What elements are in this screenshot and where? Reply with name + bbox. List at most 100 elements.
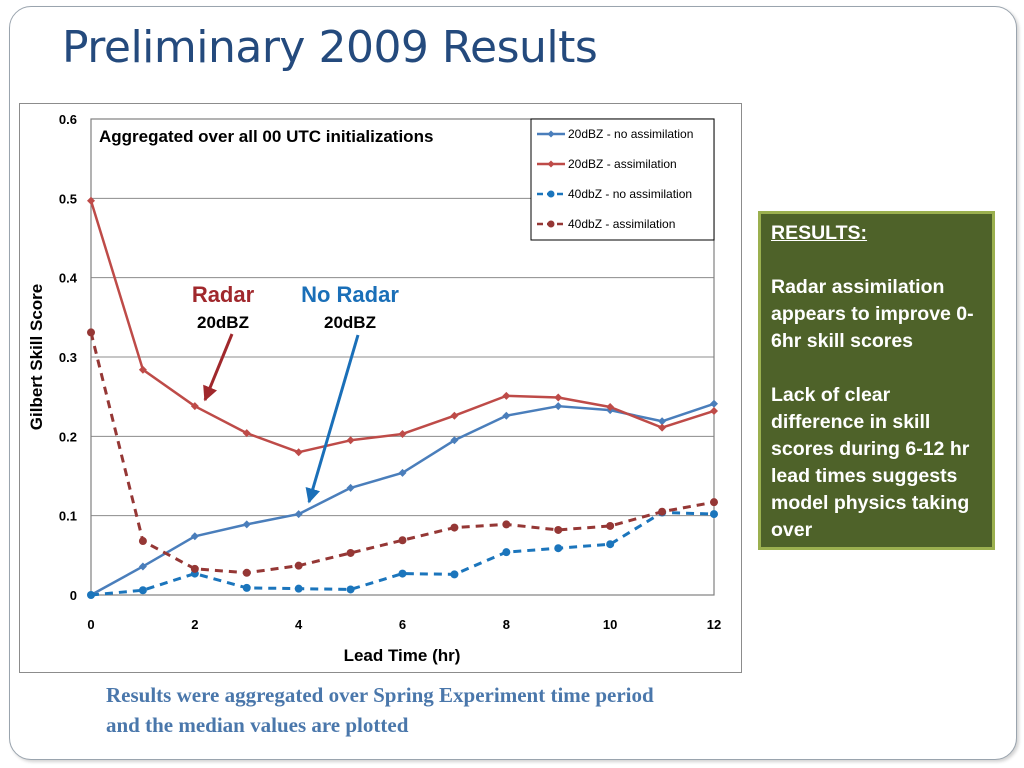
legend-entry: 40dbZ - assimilation (537, 217, 675, 231)
data-point (242, 583, 251, 592)
legend-box (530, 118, 715, 241)
data-point (138, 365, 147, 374)
x-tick-label: 6 (399, 617, 406, 632)
data-point (87, 196, 95, 205)
data-point (294, 448, 303, 457)
legend: 20dBZ - no assimilation 20dBZ - assimilat… (530, 118, 715, 241)
annotation-no-radar: No Radar 20dBZ (301, 282, 399, 504)
data-point (450, 411, 459, 420)
y-tick-label: 0.4 (59, 271, 78, 286)
x-tick-label: 2 (191, 617, 198, 632)
data-point (658, 417, 667, 426)
data-point (606, 540, 615, 549)
no-radar-arrow (305, 334, 360, 504)
legend-entry: 40dbZ - no assimilation (537, 187, 692, 201)
data-point (87, 328, 95, 337)
data-point (710, 399, 718, 408)
legend-label: 40dbZ - no assimilation (568, 187, 692, 201)
y-tick-label: 0.2 (59, 429, 77, 444)
slide-caption: Results were aggregated over Spring Expe… (106, 683, 654, 737)
results-paragraph: Lack of clear difference in skill scores… (771, 384, 970, 541)
legend-label: 20dBZ - no assimilation (568, 127, 693, 141)
data-point (450, 570, 459, 579)
radar-label: Radar (192, 282, 255, 307)
data-point (710, 510, 718, 519)
y-tick-label: 0.3 (59, 350, 77, 365)
x-tick-label: 12 (707, 617, 721, 632)
data-point (190, 402, 199, 411)
data-point (606, 521, 615, 530)
radar-sub-label: 20dBZ (197, 313, 249, 332)
x-tick-label: 8 (503, 617, 510, 632)
plot-area-border (90, 118, 715, 596)
y-tick-label: 0.6 (59, 112, 77, 127)
series-4 (87, 328, 718, 577)
data-point (242, 429, 251, 438)
x-tick-label: 0 (87, 617, 94, 632)
legend-marker (547, 160, 555, 168)
data-point (710, 406, 718, 415)
data-point (710, 498, 718, 507)
results-paragraph: Radar assimilation appears to improve 0-… (771, 276, 974, 352)
data-point (138, 537, 147, 546)
data-point (658, 423, 667, 432)
y-tick-label: 0.5 (59, 191, 77, 206)
data-point (554, 525, 563, 534)
x-axis-label: Lead Time (hr) (344, 646, 461, 665)
legend-marker (547, 220, 555, 228)
legend-marker (547, 130, 555, 138)
series-line (90, 510, 715, 597)
series-3 (87, 508, 718, 599)
data-point (242, 520, 251, 529)
y-tick-label: 0.1 (59, 509, 77, 524)
data-point (554, 544, 563, 553)
data-point (554, 402, 563, 411)
data-point (190, 532, 199, 541)
x-tick-label: 4 (295, 617, 303, 632)
legend-entry: 20dBZ - no assimilation (537, 127, 693, 141)
data-point (346, 436, 355, 445)
data-point (346, 483, 355, 492)
x-tick-label: 10 (603, 617, 617, 632)
data-point (398, 569, 407, 578)
data-point (190, 564, 199, 573)
chart-title: Aggregated over all 00 UTC initializatio… (99, 127, 433, 146)
data-point (346, 548, 355, 557)
radar-arrow (203, 333, 234, 402)
data-point (87, 591, 95, 599)
no-radar-sub-label: 20dBZ (324, 313, 376, 332)
data-point (502, 548, 511, 557)
data-point (398, 429, 407, 438)
data-point (502, 391, 511, 400)
legend-label: 20dBZ - assimilation (568, 157, 677, 171)
data-point (554, 393, 563, 402)
legend-marker (547, 190, 555, 198)
data-point (398, 468, 407, 477)
data-point (138, 562, 147, 571)
slide-title: Preliminary 2009 Results (62, 22, 598, 73)
data-point (658, 507, 667, 516)
no-radar-label: No Radar (301, 282, 399, 307)
legend-label: 40dbZ - assimilation (568, 217, 675, 231)
data-point (398, 536, 407, 545)
data-point (502, 520, 511, 529)
series-group (87, 196, 718, 599)
results-heading: RESULTS: (771, 222, 868, 244)
results-callout: RESULTS: Radar assimilation appears to i… (758, 211, 995, 550)
data-point (138, 586, 147, 595)
data-point (346, 585, 355, 594)
data-point (294, 584, 303, 593)
axis-ticks: 0 0.1 0.2 0.3 0.4 0.5 0.6 0 2 4 6 8 10 12 (59, 112, 721, 632)
grid-lines (91, 197, 714, 517)
data-point (450, 436, 459, 445)
data-point (242, 568, 251, 577)
annotation-radar: Radar 20dBZ (192, 282, 255, 402)
series-1 (87, 399, 718, 599)
line-chart: 0 0.1 0.2 0.3 0.4 0.5 0.6 0 2 4 6 8 10 12 Aggregated … (27, 112, 721, 665)
data-point (502, 411, 511, 420)
y-tick-label: 0 (70, 588, 77, 603)
data-point (294, 561, 303, 570)
chart-container: 0 0.1 0.2 0.3 0.4 0.5 0.6 0 2 4 6 8 10 12 Aggregated … (19, 103, 742, 673)
series-2 (87, 196, 718, 457)
y-axis-label: Gilbert Skill Score (27, 284, 46, 430)
